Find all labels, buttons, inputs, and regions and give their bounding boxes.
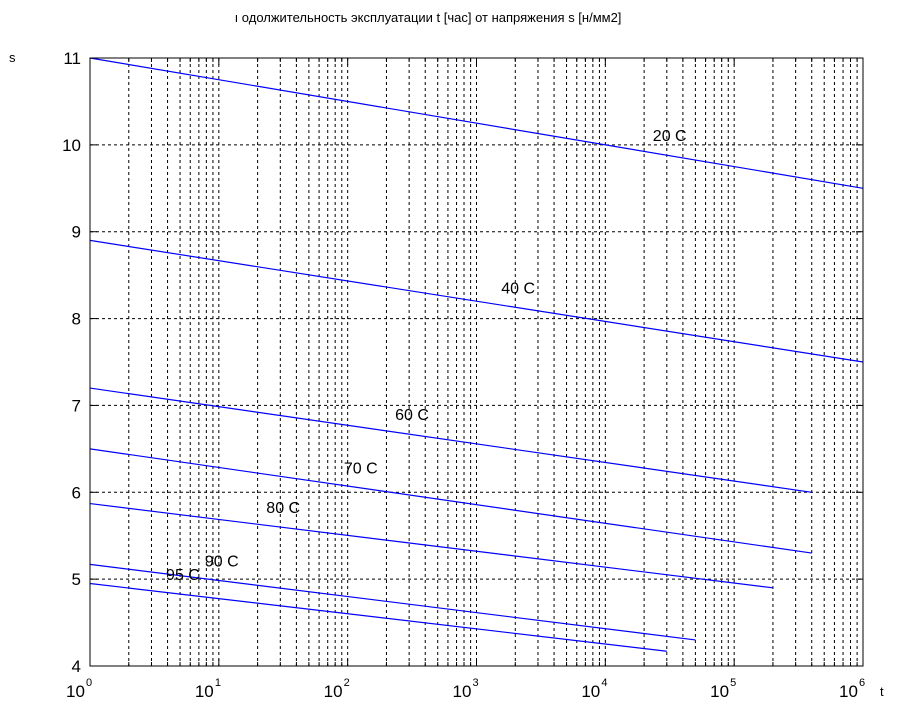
series-lines <box>89 57 864 652</box>
x-tick-exponent: 2 <box>344 677 350 689</box>
series-label: 80 C <box>266 500 300 517</box>
plot-frame <box>89 57 864 667</box>
x-tick-exponent: 6 <box>859 677 865 689</box>
y-tick-label: 6 <box>72 483 81 502</box>
x-tick-label: 10 <box>710 682 729 701</box>
series-line <box>89 239 864 363</box>
series-labels: 20 C 40 C 60 C 70 C 80 C 90 C 95 C <box>166 128 687 584</box>
series-line <box>89 582 667 652</box>
x-tick-label: 10 <box>66 682 85 701</box>
x-tick-label: 10 <box>581 682 600 701</box>
series-line <box>89 563 696 641</box>
x-tick-label: 10 <box>195 682 214 701</box>
x-tick-exponent: 5 <box>730 677 736 689</box>
series-label: 95 C <box>166 567 200 584</box>
series-label: 70 C <box>344 461 378 478</box>
series-label: 90 C <box>205 553 239 570</box>
series-line <box>89 57 864 189</box>
x-tick-exponent: 1 <box>215 677 221 689</box>
chart-title: ı одолжительность эксплуатации t [час] о… <box>235 10 622 25</box>
series-label: 20 C <box>653 128 687 145</box>
x-axis-label: t <box>880 684 884 699</box>
y-tick-label: 7 <box>72 396 81 415</box>
y-axis-label: s <box>9 50 16 65</box>
y-tick-label: 5 <box>72 570 81 589</box>
x-tick-exponent: 4 <box>601 677 607 689</box>
grid <box>90 58 863 666</box>
series-line <box>89 387 812 493</box>
x-tick-exponent: 3 <box>473 677 479 689</box>
series-label: 60 C <box>395 407 429 424</box>
y-tick-label: 10 <box>62 136 81 155</box>
y-tick-label: 8 <box>72 310 81 329</box>
y-tick-label: 9 <box>72 223 81 242</box>
y-tick-label: 4 <box>72 657 81 676</box>
x-tick-label: 10 <box>839 682 858 701</box>
series-label: 40 C <box>501 280 535 297</box>
series-line <box>89 502 774 589</box>
y-tick-label: 11 <box>63 49 81 68</box>
series-line <box>89 448 812 554</box>
x-tick-label: 10 <box>453 682 472 701</box>
x-tick-label: 10 <box>324 682 343 701</box>
x-tick-exponent: 0 <box>86 677 92 689</box>
